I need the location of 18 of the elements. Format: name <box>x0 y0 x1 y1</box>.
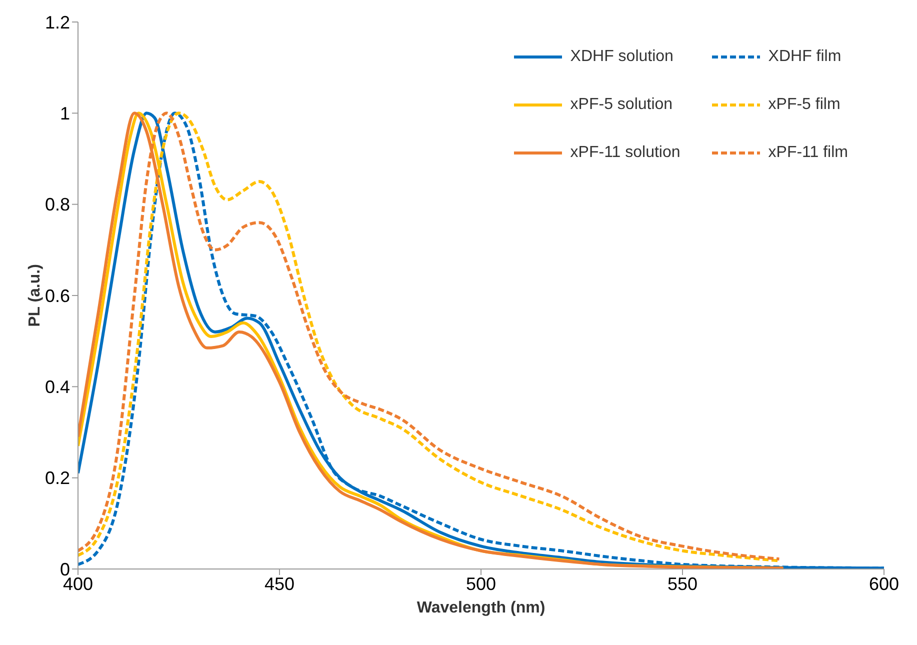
legend-label: xPF-5 solution <box>570 96 673 114</box>
y-tick-label: 0.8 <box>44 194 70 215</box>
legend-label: XDHF film <box>768 48 842 66</box>
legend-label: xPF-11 solution <box>570 144 680 162</box>
y-tick-label: 0.2 <box>44 468 70 488</box>
x-axis-title: Wavelength (nm) <box>416 599 546 616</box>
y-tick-label: 1 <box>60 104 70 124</box>
x-tick-label: 550 <box>667 574 698 594</box>
y-tick-label: 1.2 <box>44 12 70 32</box>
y-tick-label: 0.6 <box>44 286 70 306</box>
y-tick-label: 0.4 <box>44 377 70 398</box>
legend-label: xPF-11 film <box>768 144 848 162</box>
x-tick-label: 600 <box>868 574 900 594</box>
y-axis-title: PL (a.u.) <box>26 264 44 327</box>
legend-label: XDHF solution <box>570 48 674 66</box>
x-tick-label: 500 <box>466 574 496 594</box>
legend-label: xPF-5 film <box>768 96 840 114</box>
x-tick-label: 450 <box>264 574 295 594</box>
